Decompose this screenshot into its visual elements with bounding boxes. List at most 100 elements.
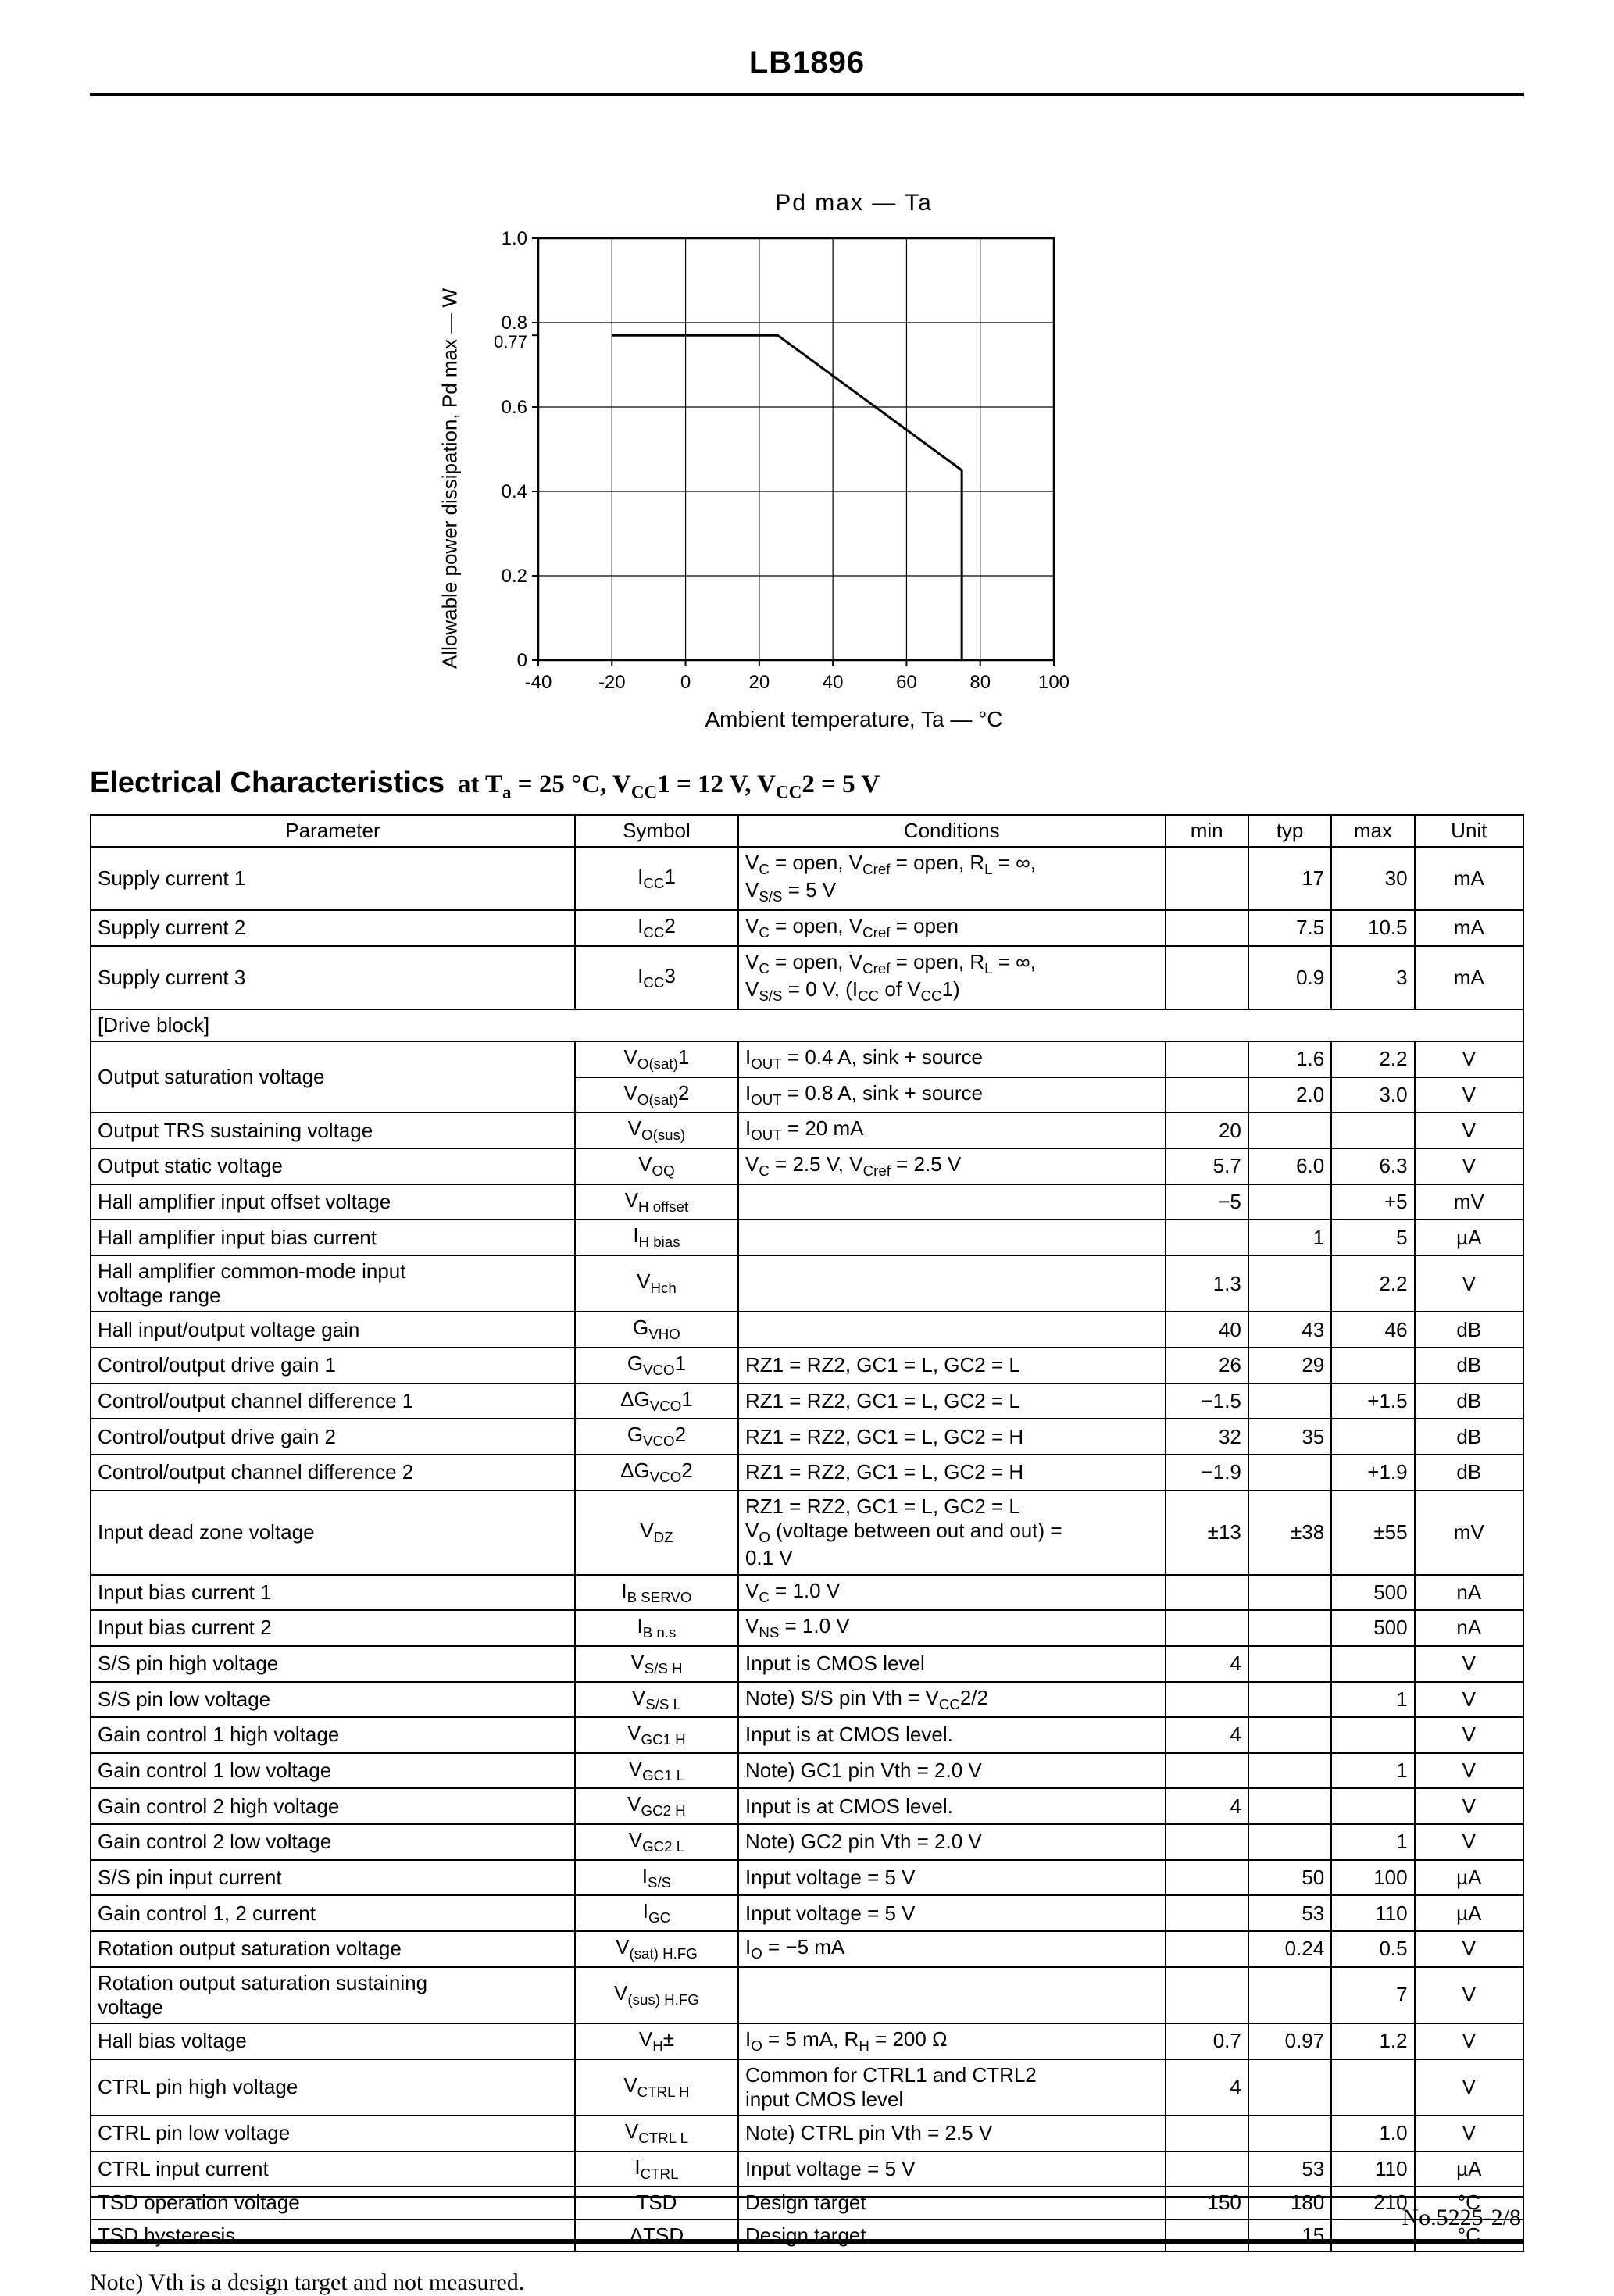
parameter-cell: Gain control 1, 2 current (90, 1894, 576, 1933)
conditions-cell: Input is at CMOS level. (737, 1787, 1166, 1826)
unit-cell: dB (1413, 1347, 1525, 1384)
max-cell: 3.0 (1330, 1076, 1416, 1114)
max-cell (1330, 1787, 1416, 1826)
table-row: Rotation output saturation sustaining vol… (90, 1966, 1525, 2025)
parameter-cell: TSD operation voltage (90, 2186, 576, 2220)
max-cell: 2.2 (1330, 1041, 1416, 1078)
symbol-cell: V(sus) H.FG (573, 1966, 739, 2025)
unit-cell: mA (1413, 944, 1525, 1010)
typ-cell: 1.6 (1247, 1041, 1333, 1078)
parameter-cell: Rotation output saturation voltage (90, 1930, 576, 1968)
table-row: TSD operation voltage TSD Design target 150… (90, 2186, 1525, 2220)
unit-cell: V (1413, 1966, 1525, 2025)
table-body: Supply current 1 ICC1 VC = open, VCref = o… (90, 845, 1525, 2252)
symbol-cell: IB n.s (573, 1609, 739, 1647)
typ-cell: 1 (1247, 1219, 1333, 1257)
table-row: Hall amplifier common-mode input voltage … (90, 1255, 1525, 1313)
typ-cell: 53 (1247, 2150, 1333, 2188)
conditions-cell: Note) CTRL pin Vth = 2.5 V (737, 2115, 1166, 2152)
column-header: min (1164, 813, 1249, 848)
conditions-cell: RZ1 = RZ2, GC1 = L, GC2 = H (737, 1453, 1166, 1491)
unit-cell: dB (1413, 1418, 1525, 1455)
conditions-cell: Note) S/S pin Vth = VCC2/2 (737, 1680, 1166, 1719)
parameter-cell: Gain control 2 high voltage (90, 1787, 576, 1826)
table-row: Control/output channel difference 1 ΔGVCO… (90, 1382, 1525, 1420)
table-row: Gain control 2 low voltage VGC2 L Note) GC… (90, 1823, 1525, 1861)
typ-cell (1247, 2115, 1333, 2152)
max-cell: 500 (1330, 1609, 1416, 1647)
unit-cell: dB (1413, 1453, 1525, 1491)
min-cell: 150 (1164, 2186, 1249, 2220)
max-cell: 1 (1330, 1680, 1416, 1719)
table-row: Control/output drive gain 1 GVCO1 RZ1 = RZ… (90, 1347, 1525, 1384)
min-cell: 26 (1164, 1347, 1249, 1384)
parameter-cell: Gain control 1 low voltage (90, 1751, 576, 1790)
min-cell: 5.7 (1164, 1148, 1249, 1185)
max-cell: +5 (1330, 1183, 1416, 1221)
min-cell (1164, 1680, 1249, 1719)
footer-rule-bottom (90, 2239, 1524, 2244)
max-cell (1330, 1112, 1416, 1150)
conditions-cell: RZ1 = RZ2, GC1 = L, GC2 = H (737, 1418, 1166, 1455)
unit-cell: V (1413, 1751, 1525, 1790)
typ-cell (1247, 1680, 1333, 1719)
typ-cell: 6.0 (1247, 1148, 1333, 1185)
chart-plot-area: -40 -20 0 20 40 60 80 100 0 0.2 0.4 0.6 0.8 1.0 0.77 (468, 221, 1085, 705)
max-cell: 10.5 (1330, 909, 1416, 947)
max-cell: ±55 (1330, 1489, 1416, 1576)
pd-derating-chart: Pd max — Ta Allowable power dissipation,… (432, 190, 1182, 732)
svg-text:0: 0 (517, 650, 527, 671)
conditions-cell: VC = 1.0 V (737, 1573, 1166, 1612)
electrical-characteristics-table: Parameter Symbol Conditions min typ max Unit S… (90, 813, 1525, 2252)
table-row: Control/output channel difference 2 ΔGVCO… (90, 1453, 1525, 1491)
unit-cell: V (1413, 1644, 1525, 1683)
header-rule (90, 93, 1524, 96)
symbol-cell: VCTRL L (573, 2115, 739, 2152)
parameter-cell: Hall amplifier common-mode input voltage … (90, 1255, 576, 1313)
min-cell (1164, 845, 1249, 912)
typ-cell: 0.97 (1247, 2023, 1333, 2060)
symbol-cell: IS/S (573, 1859, 739, 1897)
parameter-cell: Hall input/output voltage gain (90, 1311, 576, 1349)
unit-cell: mV (1413, 1183, 1525, 1221)
max-cell: 46 (1330, 1311, 1416, 1349)
section-label: [Drive block] (90, 1008, 1524, 1043)
unit-cell: mA (1413, 845, 1525, 912)
typ-cell: 17 (1247, 845, 1333, 912)
unit-cell: V (1413, 1148, 1525, 1185)
parameter-cell: S/S pin high voltage (90, 1644, 576, 1683)
table-row: Supply current 3 ICC3 VC = open, VCref = o… (90, 944, 1525, 1010)
typ-cell: 2.0 (1247, 1076, 1333, 1114)
table-header-row: Parameter Symbol Conditions min typ max Unit (90, 813, 1525, 848)
conditions-cell: Common for CTRL1 and CTRL2 input CMOS lev… (737, 2058, 1166, 2117)
parameter-cell: Output static voltage (90, 1148, 576, 1185)
typ-cell: 180 (1247, 2186, 1333, 2220)
symbol-cell: V(sat) H.FG (573, 1930, 739, 1968)
max-cell (1330, 2058, 1416, 2117)
min-cell (1164, 1219, 1249, 1257)
min-cell: 4 (1164, 1787, 1249, 1826)
symbol-cell: VCTRL H (573, 2058, 739, 2117)
parameter-cell: Control/output drive gain 2 (90, 1418, 576, 1455)
parameter-cell: CTRL pin low voltage (90, 2115, 576, 2152)
column-header: Symbol (573, 813, 739, 848)
conditions-cell (737, 1255, 1166, 1313)
column-header: Unit (1413, 813, 1525, 848)
pd-chart-svg: -40 -20 0 20 40 60 80 100 0 0.2 0.4 0.6 0.8 1.0 0.77 (494, 228, 1069, 693)
table-row: Supply current 2 ICC2 VC = open, VCref = o… (90, 909, 1525, 947)
section-heading: Electrical Characteristics at Ta = 25 °C… (90, 766, 1524, 803)
conditions-cell: IO = 5 mA, RH = 200 Ω (737, 2023, 1166, 2060)
conditions-cell: IOUT = 20 mA (737, 1112, 1166, 1150)
min-cell: −1.9 (1164, 1453, 1249, 1491)
unit-cell: dB (1413, 1311, 1525, 1349)
parameter-cell: Output saturation voltage (90, 1041, 576, 1114)
typ-cell: 29 (1247, 1347, 1333, 1384)
table-row: Output static voltage VOQ VC = 2.5 V, VCre… (90, 1148, 1525, 1185)
symbol-cell: ICC1 (573, 845, 739, 912)
conditions-cell: IO = −5 mA (737, 1930, 1166, 1968)
parameter-cell: Control/output drive gain 1 (90, 1347, 576, 1384)
min-cell (1164, 1930, 1249, 1968)
table-row: Gain control 2 high voltage VGC2 H Input i… (90, 1787, 1525, 1826)
parameter-cell: Output TRS sustaining voltage (90, 1112, 576, 1150)
min-cell: 1.3 (1164, 1255, 1249, 1313)
